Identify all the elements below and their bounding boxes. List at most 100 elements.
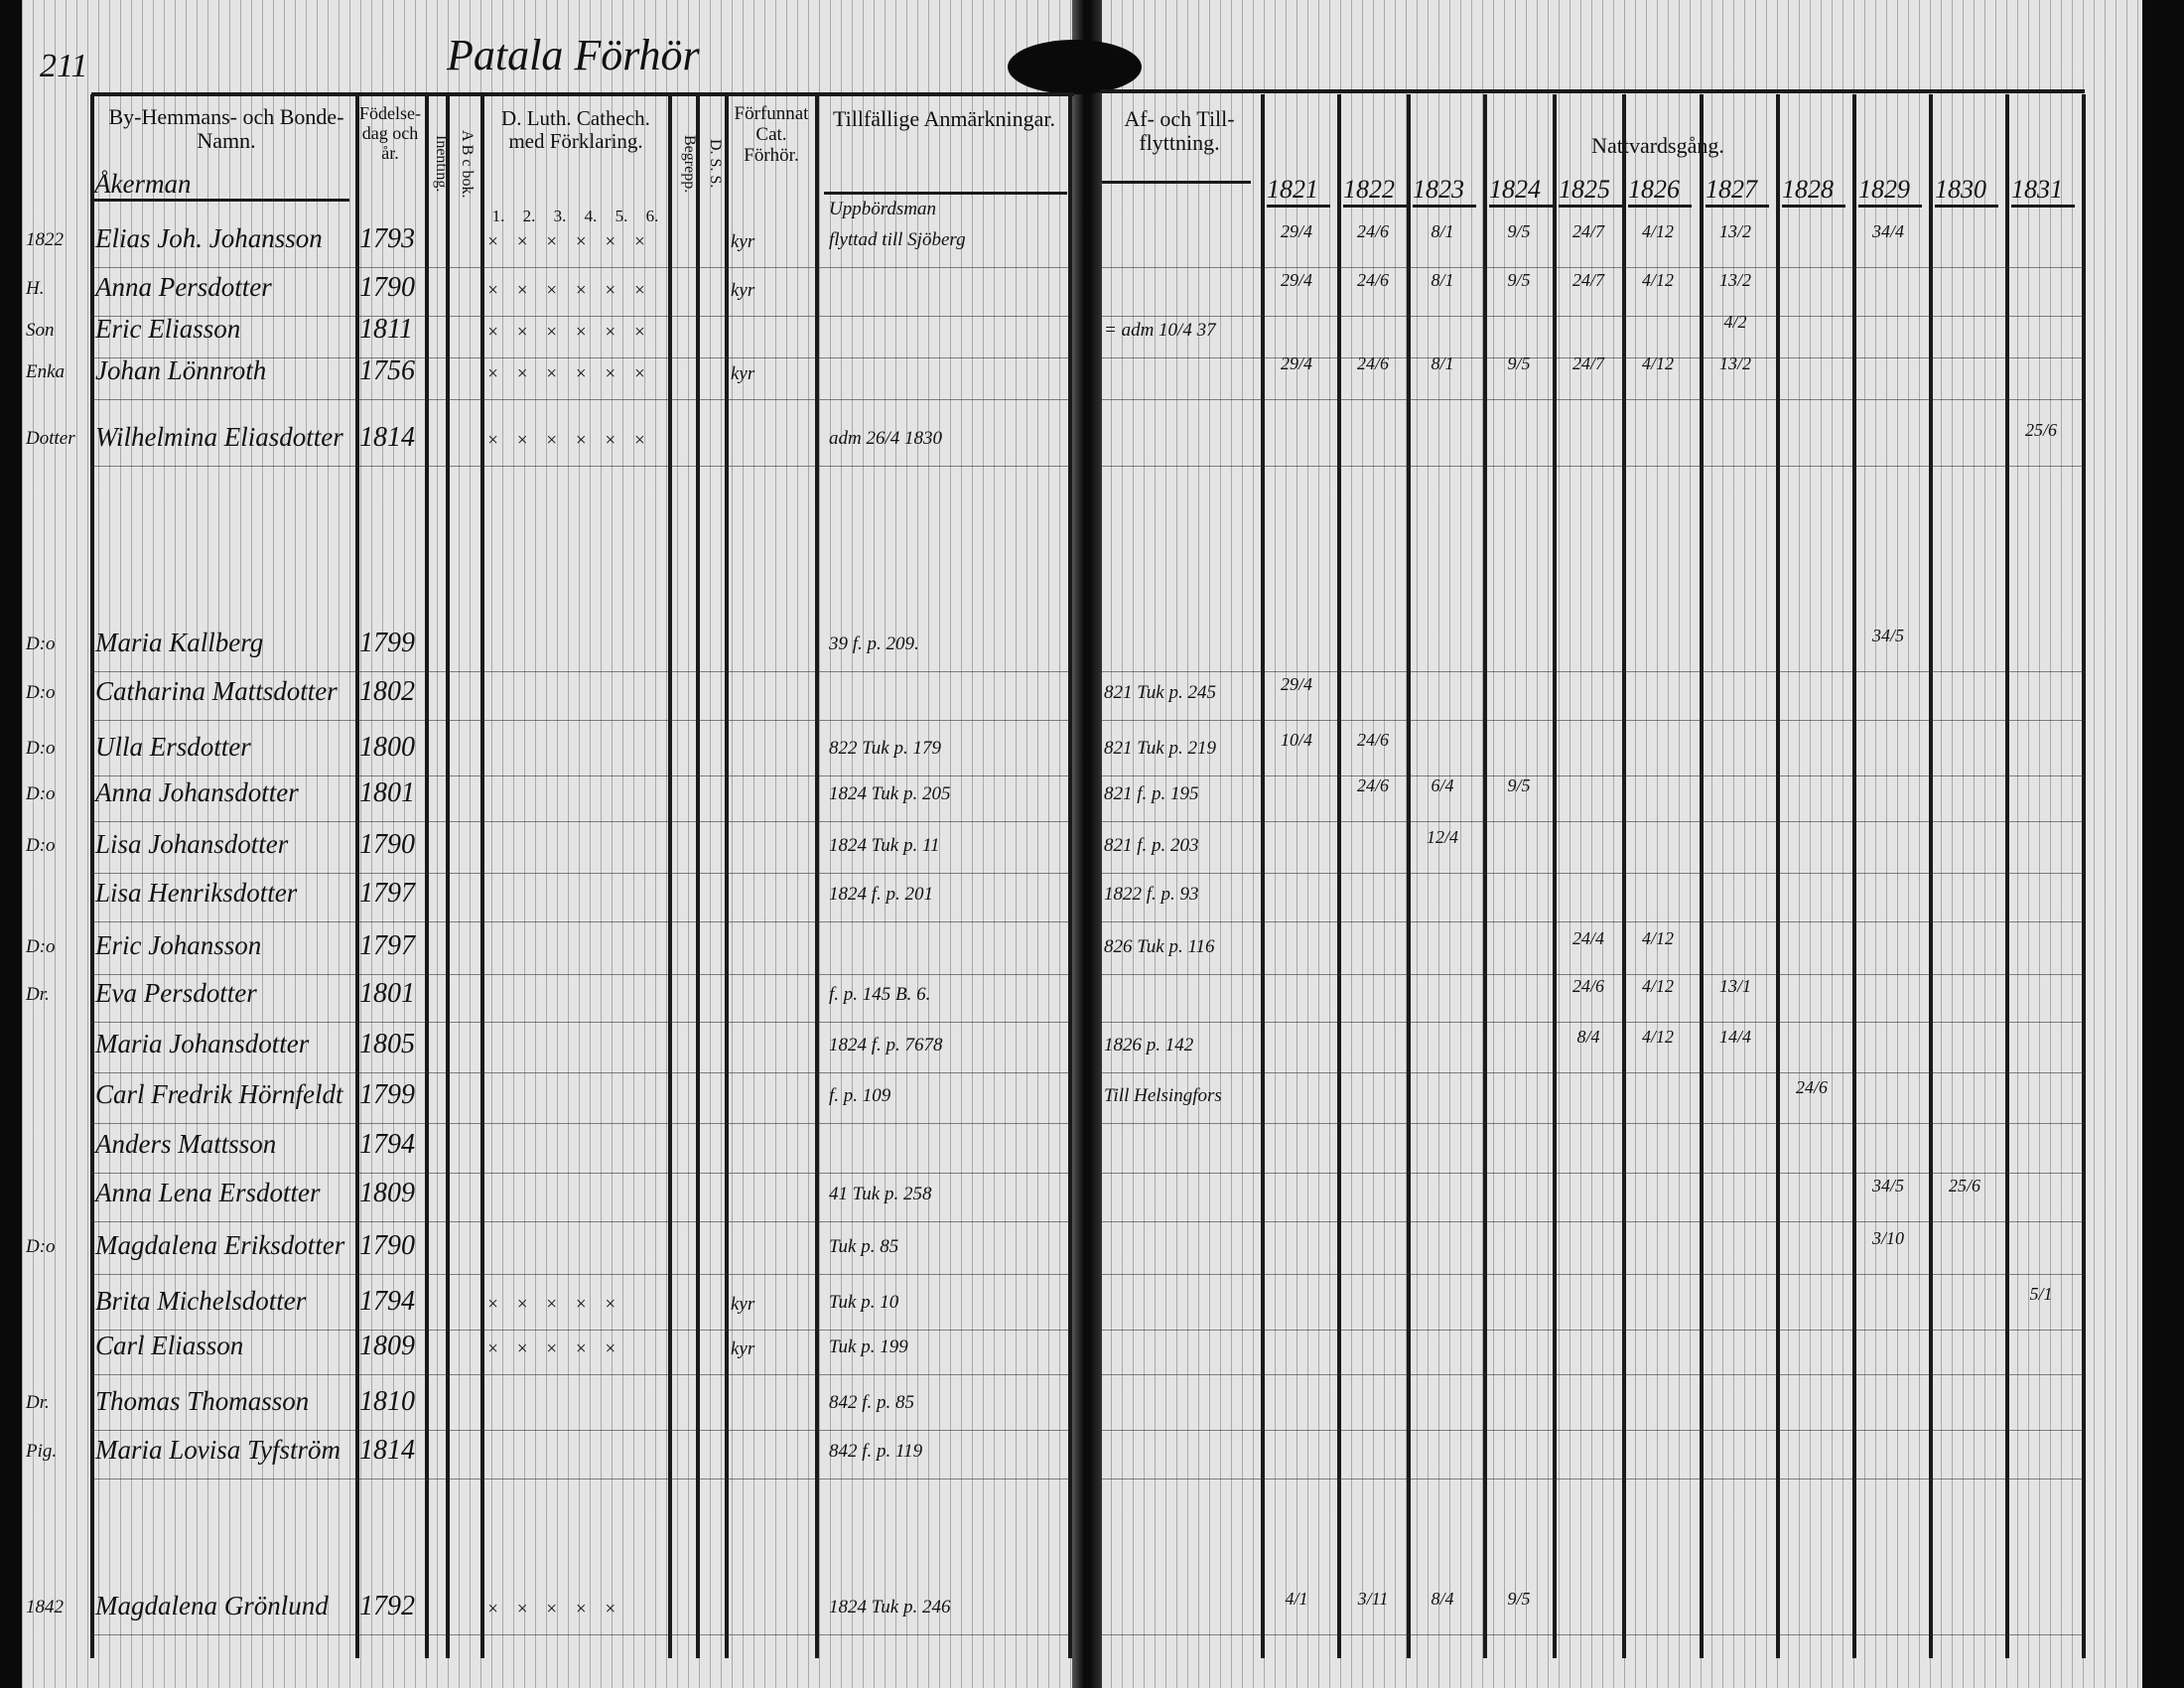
person-name: Eric Eliasson xyxy=(95,314,241,344)
row-prefix: Pig. xyxy=(26,1441,58,1462)
remark: 822 Tuk p. 179 xyxy=(829,738,941,759)
col-header-dss: D. S. S. xyxy=(707,139,724,189)
col-header-abc-bok: A B c bok. xyxy=(459,129,476,199)
row-rule xyxy=(91,1374,1069,1375)
communion-date: 8/4 xyxy=(1576,1027,1600,1047)
row-prefix: Dr. xyxy=(26,1392,50,1413)
row-rule xyxy=(1102,267,2085,268)
communion-column-line xyxy=(1852,94,1856,1658)
communion-date: 8/4 xyxy=(1431,1589,1454,1609)
year-underline xyxy=(1858,205,1922,208)
communion-date: 29/4 xyxy=(1280,270,1312,290)
row-prefix: D:o xyxy=(26,936,56,957)
communion-date: 9/5 xyxy=(1507,353,1531,373)
birth-year: 1797 xyxy=(359,930,415,961)
communion-year: 1829 xyxy=(1858,175,1910,204)
header-subrule xyxy=(824,192,1067,195)
move-note: 1822 f. p. 93 xyxy=(1104,884,1199,905)
row-rule xyxy=(91,1173,1069,1174)
communion-date: 14/4 xyxy=(1718,1027,1751,1047)
col-header-birth: Födelse-dag och år. xyxy=(359,103,421,163)
page-number: 211 xyxy=(40,48,88,84)
person-name: Magdalena Grönlund xyxy=(95,1591,329,1620)
row-rule xyxy=(91,1634,1069,1635)
birth-year: 1814 xyxy=(359,1435,415,1466)
row-prefix: D:o xyxy=(26,633,56,654)
row-rule xyxy=(91,873,1069,874)
row-prefix: D:o xyxy=(26,738,56,759)
communion-date: 4/12 xyxy=(1641,1027,1674,1047)
communion-date: 24/7 xyxy=(1571,270,1604,290)
catechism-marks: × × × × × × xyxy=(486,280,652,301)
move-note: 1826 p. 142 xyxy=(1104,1035,1194,1055)
remark: flyttad till Sjöberg xyxy=(829,229,966,250)
communion-date: 24/6 xyxy=(1356,221,1389,241)
header-subrule xyxy=(91,199,349,202)
year-underline xyxy=(1782,205,1845,208)
communion-date: 9/5 xyxy=(1507,1589,1531,1609)
communion-date: 4/12 xyxy=(1641,221,1674,241)
communion-date: 13/2 xyxy=(1718,353,1751,373)
person-name: Wilhelmina Eliasdotter xyxy=(95,422,343,452)
birth-year: 1790 xyxy=(359,272,415,303)
communion-column-line xyxy=(1622,94,1626,1658)
year-underline xyxy=(1343,205,1407,208)
column-line xyxy=(815,94,819,1658)
remark: 39 f. p. 209. xyxy=(829,633,919,654)
row-rule xyxy=(1102,821,2085,822)
row-rule xyxy=(1102,1330,2085,1331)
remark: Tuk p. 199 xyxy=(829,1336,908,1357)
remark: Tuk p. 10 xyxy=(829,1292,899,1313)
column-line xyxy=(425,94,429,1658)
communion-year: 1825 xyxy=(1559,175,1610,204)
communion-date: 24/6 xyxy=(1356,730,1389,750)
communion-column-line xyxy=(2005,94,2009,1658)
person-name: Anna Lena Ersdotter xyxy=(95,1178,321,1207)
birth-year: 1756 xyxy=(359,355,415,386)
communion-date: 4/12 xyxy=(1641,976,1674,996)
communion-date: 24/6 xyxy=(1571,976,1604,996)
row-rule xyxy=(1102,974,2085,975)
year-underline xyxy=(1559,205,1622,208)
row-rule xyxy=(91,267,1069,268)
move-note: Till Helsingfors xyxy=(1104,1085,1222,1106)
catechism-marks: × × × × × xyxy=(486,1338,623,1359)
person-name: Lisa Henriksdotter xyxy=(95,878,298,908)
communion-year: 1830 xyxy=(1935,175,1986,204)
col-header-inenting: Inenting. xyxy=(433,135,450,193)
communion-column-line xyxy=(1407,94,1411,1658)
catechism-marks: × × × × × xyxy=(486,1294,623,1315)
communion-date: 25/6 xyxy=(2024,420,2057,440)
birth-year: 1801 xyxy=(359,978,415,1009)
remark: 1824 Tuk p. 11 xyxy=(829,835,940,856)
communion-date: 10/4 xyxy=(1280,730,1312,750)
row-rule xyxy=(1102,1173,2085,1174)
move-note: 821 f. p. 203 xyxy=(1104,835,1199,856)
col-header-begrepp: Begrepp. xyxy=(681,134,698,194)
row-rule xyxy=(1102,357,2085,358)
catechism-marks: × × × × × × xyxy=(486,430,652,451)
column-line xyxy=(725,94,729,1658)
communion-date: 6/4 xyxy=(1431,775,1454,795)
communion-column-line xyxy=(1483,94,1487,1658)
communion-year: 1826 xyxy=(1628,175,1680,204)
year-underline xyxy=(1413,205,1476,208)
household-header-right: Uppbördsman xyxy=(829,199,937,219)
birth-year: 1800 xyxy=(359,732,415,763)
person-name: Anna Persdotter xyxy=(95,272,272,302)
communion-date: 24/7 xyxy=(1571,221,1604,241)
birth-year: 1802 xyxy=(359,676,415,707)
row-rule xyxy=(1102,1374,2085,1375)
person-name: Johan Lönnroth xyxy=(95,355,267,385)
forfunnat-mark: kyr xyxy=(731,280,755,301)
communion-year: 1821 xyxy=(1267,175,1318,204)
catechism-part-number: 4. xyxy=(584,207,598,225)
birth-year: 1790 xyxy=(359,829,415,860)
row-rule xyxy=(91,974,1069,975)
row-rule xyxy=(91,399,1069,400)
row-rule xyxy=(1102,671,2085,672)
communion-date: 34/5 xyxy=(1871,626,1904,645)
communion-date: 24/7 xyxy=(1571,353,1604,373)
remark: 1824 Tuk p. 246 xyxy=(829,1597,951,1618)
